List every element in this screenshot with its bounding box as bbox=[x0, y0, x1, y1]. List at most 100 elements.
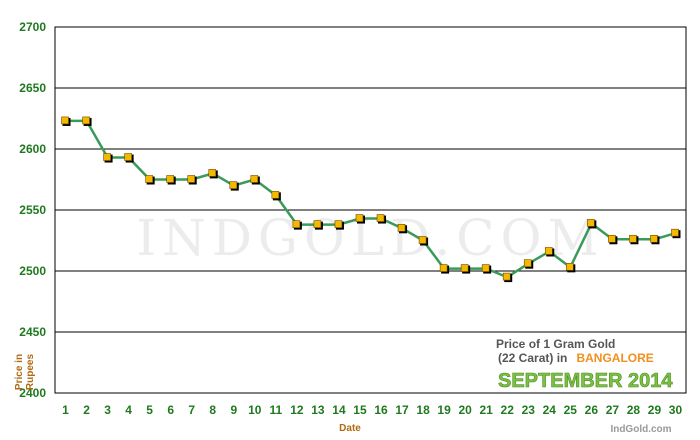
legend-month: SEPTEMBER 2014 bbox=[498, 370, 673, 392]
x-tick-label: 11 bbox=[270, 403, 283, 417]
x-tick-label: 10 bbox=[248, 403, 262, 417]
marker bbox=[587, 219, 595, 227]
marker bbox=[82, 116, 90, 125]
data-point bbox=[103, 153, 113, 163]
grid-lines bbox=[55, 87, 686, 333]
data-point bbox=[587, 219, 597, 229]
x-tick-label: 26 bbox=[585, 403, 599, 417]
marker bbox=[418, 236, 427, 244]
data-point bbox=[313, 220, 323, 230]
marker bbox=[250, 175, 259, 183]
x-tick-label: 5 bbox=[146, 403, 153, 417]
marker bbox=[61, 116, 69, 125]
data-point bbox=[187, 175, 197, 185]
marker bbox=[608, 234, 616, 243]
data-point bbox=[376, 214, 387, 224]
data-point bbox=[608, 234, 618, 245]
marker bbox=[334, 220, 343, 228]
marker bbox=[166, 175, 174, 183]
x-tick-label: 18 bbox=[416, 403, 430, 417]
data-point bbox=[544, 247, 555, 257]
x-tick-label: 12 bbox=[290, 403, 304, 417]
data-markers bbox=[61, 116, 681, 283]
legend-line1: Price of 1 Gram Gold bbox=[496, 337, 615, 351]
data-point bbox=[671, 228, 681, 239]
y-tick-label: 2500 bbox=[19, 264, 46, 278]
marker bbox=[208, 169, 217, 177]
x-tick-label: 8 bbox=[209, 403, 216, 417]
data-point bbox=[481, 264, 492, 274]
y-tick-label: 2400 bbox=[19, 386, 46, 400]
x-tick-label: 14 bbox=[332, 403, 346, 417]
data-point bbox=[650, 234, 660, 245]
x-tick-label: 25 bbox=[564, 403, 578, 417]
x-tick-label: 9 bbox=[230, 403, 237, 417]
data-point bbox=[61, 116, 71, 126]
data-point bbox=[502, 272, 513, 283]
marker bbox=[544, 247, 553, 255]
x-tick-label: 22 bbox=[501, 403, 515, 417]
marker bbox=[229, 181, 238, 189]
x-tick-label: 27 bbox=[606, 403, 620, 417]
data-point bbox=[566, 263, 576, 273]
x-axis-ticks: 1 2 3 4 5 6 7 8 9 10 11 12 13 14 15 16 17 18 19 20 21 22 23 24 2… bbox=[62, 403, 682, 417]
data-point bbox=[629, 234, 639, 245]
x-tick-label: 29 bbox=[648, 403, 662, 417]
x-tick-label: 13 bbox=[311, 403, 325, 417]
marker bbox=[313, 220, 322, 228]
x-tick-label: 4 bbox=[125, 403, 132, 417]
marker bbox=[271, 191, 280, 199]
data-point bbox=[292, 220, 302, 230]
y-tick-label: 2700 bbox=[19, 20, 46, 34]
marker bbox=[355, 214, 364, 222]
data-point bbox=[166, 175, 176, 185]
data-point bbox=[397, 224, 408, 234]
marker bbox=[397, 224, 406, 232]
marker bbox=[566, 263, 574, 271]
marker bbox=[671, 228, 679, 237]
y-tick-label: 2450 bbox=[19, 325, 46, 339]
chart-legend: Price of 1 Gram Gold (22 Carat) in BANGA… bbox=[496, 337, 674, 392]
x-tick-label: 3 bbox=[104, 403, 111, 417]
x-tick-label: 19 bbox=[437, 403, 451, 417]
data-point bbox=[229, 181, 239, 191]
marker bbox=[124, 153, 132, 161]
marker bbox=[460, 264, 469, 272]
x-tick-label: 23 bbox=[522, 403, 536, 417]
marker bbox=[292, 220, 301, 228]
x-tick-label: 16 bbox=[374, 403, 388, 417]
data-point bbox=[82, 116, 92, 126]
data-point bbox=[418, 236, 429, 246]
x-axis-label: Date bbox=[339, 423, 361, 434]
marker bbox=[629, 234, 637, 243]
legend-line2: (22 Carat) in BANGALORE bbox=[498, 347, 654, 366]
legend-carat: (22 Carat) in bbox=[498, 351, 567, 365]
y-tick-label: 2600 bbox=[19, 142, 46, 156]
marker bbox=[187, 175, 196, 183]
x-tick-label: 1 bbox=[62, 403, 69, 417]
data-point bbox=[208, 169, 218, 179]
data-point bbox=[439, 264, 450, 274]
x-tick-label: 30 bbox=[669, 403, 683, 417]
x-tick-label: 28 bbox=[627, 403, 641, 417]
marker bbox=[502, 272, 511, 281]
x-tick-label: 20 bbox=[458, 403, 472, 417]
y-axis-ticks: 2400 2450 2500 2550 2600 2650 2700 bbox=[19, 20, 46, 400]
marker bbox=[523, 259, 532, 267]
x-tick-label: 7 bbox=[188, 403, 195, 417]
marker bbox=[376, 214, 385, 222]
x-tick-label: 17 bbox=[395, 403, 409, 417]
x-tick-label: 2 bbox=[83, 403, 90, 417]
legend-city: BANGALORE bbox=[576, 351, 653, 365]
marker bbox=[650, 234, 658, 243]
x-tick-label: 6 bbox=[167, 403, 174, 417]
x-tick-label: 21 bbox=[480, 403, 494, 417]
data-point bbox=[334, 220, 344, 230]
data-point bbox=[271, 191, 281, 201]
data-point bbox=[250, 175, 260, 185]
source-credit: IndGold.com bbox=[610, 424, 671, 435]
marker bbox=[481, 264, 490, 272]
data-point bbox=[460, 264, 471, 274]
marker bbox=[103, 153, 111, 161]
